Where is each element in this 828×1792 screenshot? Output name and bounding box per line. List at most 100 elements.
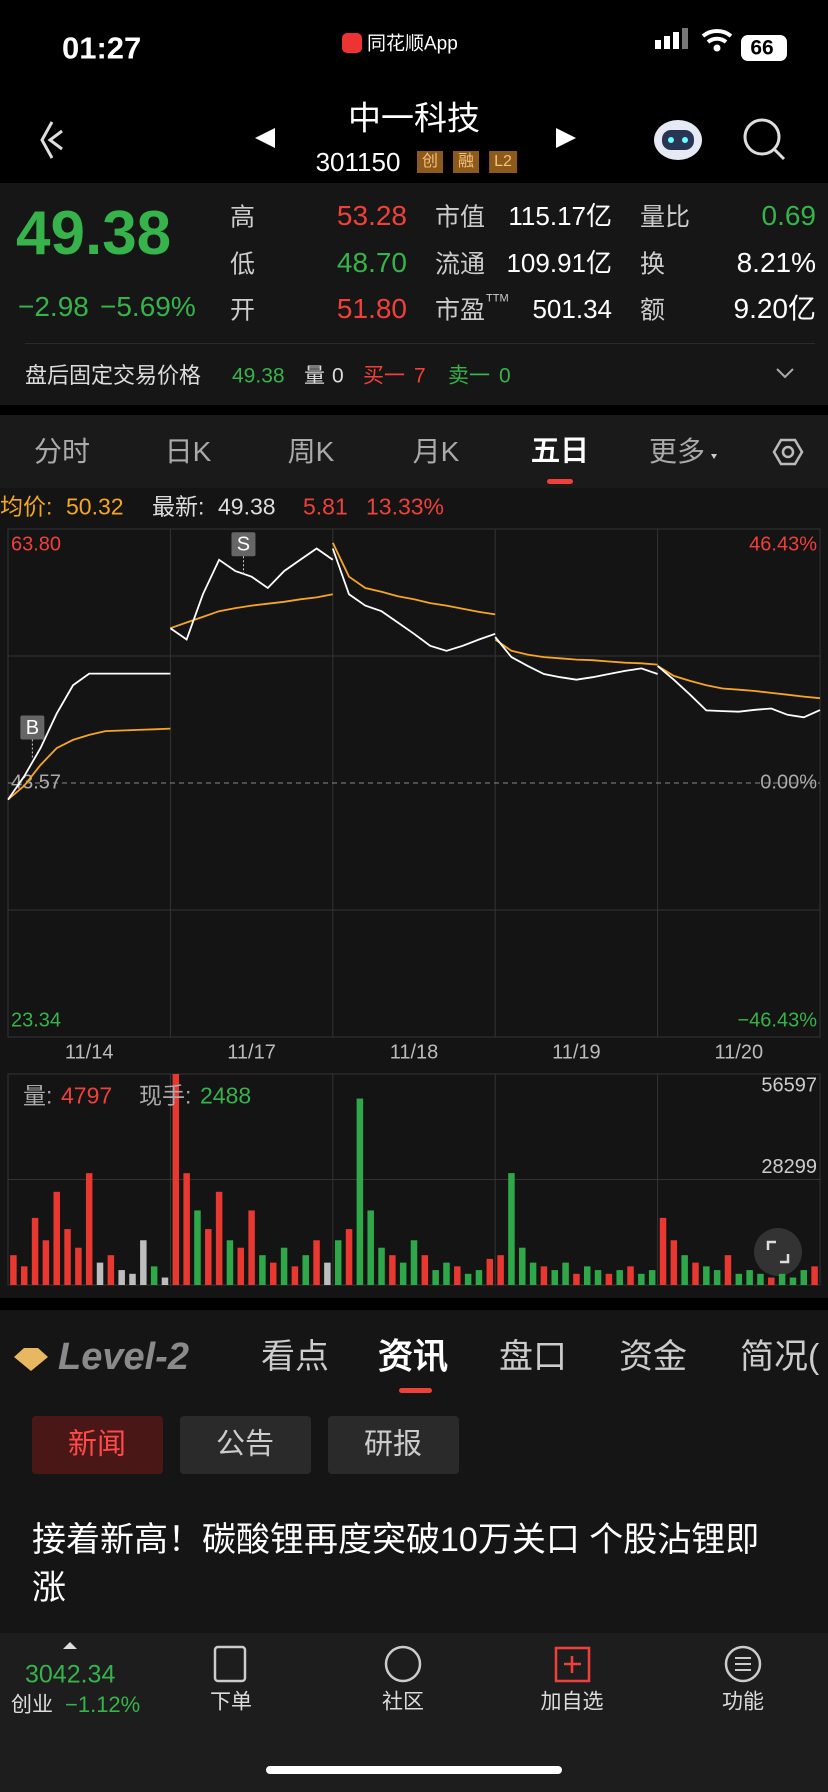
news-tab[interactable]: 看点 (261, 1338, 329, 1376)
latest-label: 最新: (152, 493, 205, 520)
volume-bar (85, 1173, 93, 1285)
volume-bar (811, 1266, 818, 1285)
tab[interactable]: 更多 (648, 436, 706, 467)
volume-bar (248, 1210, 255, 1285)
news-headline[interactable]: 接着新高！碳酸锂再度突破10万关口 个股沾锂即涨 (32, 1521, 760, 1607)
chart-bg (0, 488, 828, 1298)
tabs-bg (0, 415, 828, 488)
volume-bar (768, 1277, 775, 1285)
volume-bar (562, 1262, 569, 1285)
sub-tab-bg[interactable] (180, 1416, 311, 1474)
x-tick-label: 11/17 (227, 1041, 276, 1063)
volume-bar (129, 1273, 136, 1285)
period-change-pct: 13.33% (366, 493, 445, 520)
sub-tab-selected[interactable]: 新闻 (67, 1428, 127, 1461)
signal (664, 36, 670, 49)
expand-chevron (776, 368, 794, 379)
price-line (7, 547, 821, 801)
tab-selected[interactable]: 五日 (530, 435, 590, 468)
tab[interactable]: 分时 (33, 436, 91, 467)
latest: 49.38 (218, 493, 276, 520)
field-label: 额 (640, 296, 666, 325)
fullscreen-icon (766, 1240, 790, 1264)
next-stock (556, 128, 576, 148)
price-line (7, 542, 821, 801)
bid: 7 (414, 364, 426, 388)
back-arrow (40, 121, 54, 159)
stock-code: 301150 (315, 147, 401, 177)
volume-bar (302, 1255, 309, 1285)
volume-bar (800, 1270, 808, 1285)
volume-bar (140, 1240, 147, 1285)
level2-brand: Level-2 (58, 1336, 189, 1378)
after-hours-price: 49.38 (232, 364, 285, 388)
volume-bar (367, 1210, 374, 1285)
field-value: 115.17亿 (508, 201, 612, 231)
tab[interactable]: 周K (287, 436, 335, 467)
nav-item[interactable]: 加自选 (540, 1690, 604, 1714)
trade-marker (231, 532, 256, 557)
level2-icon (14, 1348, 48, 1371)
trade-marker-label: S (237, 533, 250, 555)
home-indicator (266, 1766, 562, 1774)
news-tab[interactable]: 资金 (619, 1338, 687, 1376)
volume-bar (10, 1255, 17, 1285)
volume-bar (118, 1270, 125, 1285)
volume-bar (161, 1277, 169, 1285)
fullscreen-button[interactable] (754, 1228, 802, 1276)
y-tick-label: 28299 (761, 1156, 817, 1178)
y2-tick-label: 0.00% (760, 771, 817, 793)
index-name: 创业 (11, 1693, 53, 1717)
hand-label: 现手: (139, 1082, 192, 1109)
hand: 2488 (200, 1082, 252, 1109)
period-change: 5.81 (303, 493, 348, 520)
volume-bar (486, 1258, 494, 1285)
field-label-sup: TTM (486, 292, 509, 305)
add-icon (564, 1656, 581, 1673)
news-tab-selected[interactable]: 资讯 (377, 1337, 449, 1377)
volume-bar (389, 1255, 396, 1285)
field-value: 53.28 (336, 200, 407, 231)
volume-bar (313, 1240, 320, 1285)
field-label: 开 (230, 296, 256, 325)
sub-tab-bg[interactable] (32, 1416, 163, 1474)
news-tab[interactable]: 简况( (740, 1338, 820, 1376)
field-value: 0.69 (761, 200, 817, 231)
nav-item[interactable]: 社区 (382, 1690, 424, 1714)
nav-item[interactable]: 下单 (210, 1690, 252, 1714)
news-tab[interactable]: 盘口 (499, 1338, 567, 1376)
spacer (793, 767, 805, 769)
tab[interactable]: 月K (412, 436, 460, 467)
volume-bar (551, 1270, 558, 1285)
volume-bar (291, 1266, 299, 1285)
volume-bar (150, 1266, 158, 1285)
volume-bar (42, 1240, 50, 1285)
volume-bar (540, 1266, 548, 1285)
after-hours-volume: 0 (332, 364, 344, 388)
index-arrow (63, 1642, 77, 1649)
volume-bar (757, 1273, 764, 1285)
volume-bar (31, 1217, 39, 1285)
x-tick-label: 11/18 (390, 1041, 439, 1063)
volume-bar (53, 1191, 60, 1285)
settings-icon (781, 445, 795, 459)
volume-bar (681, 1255, 688, 1285)
volume-bar (334, 1240, 342, 1285)
volume-bar (64, 1229, 71, 1285)
community-icon (384, 1645, 422, 1683)
sub-tab[interactable]: 公告 (215, 1428, 275, 1461)
tab[interactable]: 日K (164, 436, 212, 467)
sub-tab[interactable]: 研报 (363, 1428, 423, 1461)
nav-item[interactable]: 功能 (722, 1690, 764, 1714)
volume-bar (670, 1240, 678, 1285)
sub-tab-bg[interactable] (328, 1416, 459, 1474)
bid-label: 买一 (363, 364, 405, 388)
tab-underline (547, 479, 573, 484)
volume: 4797 (61, 1082, 113, 1109)
signal (655, 40, 661, 49)
settings-icon[interactable] (772, 438, 804, 466)
volume-bar (237, 1247, 245, 1285)
prev-stock (255, 128, 275, 148)
price: 49.38 (16, 199, 172, 268)
field-label: 高 (230, 203, 256, 232)
